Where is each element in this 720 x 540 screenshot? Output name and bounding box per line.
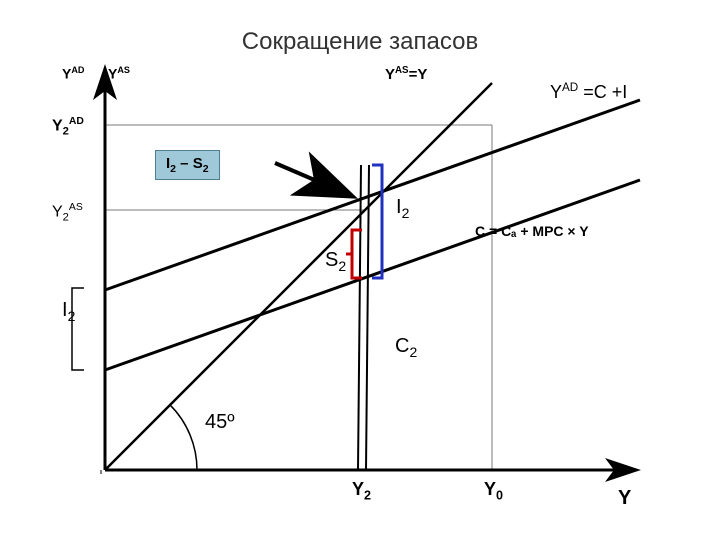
y2-label: Y2 bbox=[352, 480, 371, 502]
y0-label: Y0 bbox=[484, 480, 503, 502]
i2-minus-s2-box: I2 – S2 bbox=[155, 150, 220, 180]
y2-as-label: Y2AS bbox=[52, 203, 83, 224]
c-formula-label: C = Cₐ + MPC × Y bbox=[475, 224, 589, 238]
yas-equals-y-label: YAS=Y bbox=[385, 66, 427, 82]
c2-label: C2 bbox=[395, 336, 417, 359]
y-as-axis-label: YAS bbox=[108, 66, 130, 81]
y-ad-axis-label: YAD bbox=[62, 66, 84, 81]
angle-45-label: 45º bbox=[205, 412, 235, 432]
yad-equals-c-plus-i-label: YAD =C +I bbox=[550, 82, 627, 101]
x-axis-label-y: Y bbox=[618, 488, 631, 508]
i2-left-label: I2 bbox=[62, 300, 75, 323]
y2-ad-label: Y2AD bbox=[52, 117, 84, 138]
s2-label: S2 bbox=[325, 250, 346, 273]
i2-right-label: I2 bbox=[396, 197, 409, 220]
box-s: – S bbox=[176, 155, 203, 172]
box-s-sub: 2 bbox=[203, 163, 209, 175]
